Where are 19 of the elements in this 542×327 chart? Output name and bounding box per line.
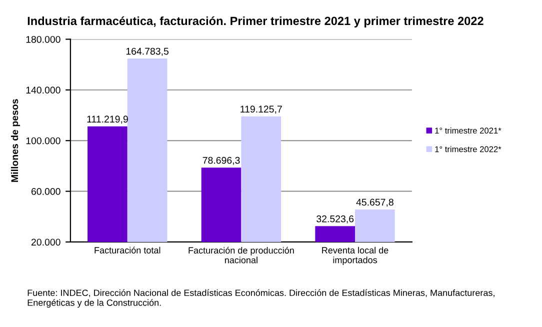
- x-tick-label: Facturación total: [94, 246, 160, 254]
- data-label: 164.783,5: [126, 48, 169, 56]
- data-label: 32.523,6: [316, 215, 354, 224]
- source-note: Fuente: INDEC, Dirección Nacional de Estadísticas Económicas. Dirección de Estadísticas Mineras, Manufactureras, Energéticas y de la Construcción.: [28, 289, 494, 308]
- x-tick-label: Reventa local de importados: [322, 246, 388, 265]
- data-label: 111.219,9: [87, 116, 128, 124]
- y-tick-label: 100.000: [26, 137, 60, 144]
- y-tick-label: 140.000: [26, 86, 60, 94]
- y-tick-label: 60.000: [32, 188, 60, 195]
- data-label: 78.696,3: [202, 156, 240, 165]
- legend-label: 1° trimestre 2021*: [435, 127, 502, 134]
- y-tick-label: 180.000: [26, 36, 60, 43]
- legend-label: 1° trimestre 2022*: [435, 146, 502, 152]
- chart-title: Industria farmacéutica, facturación. Primer trimestre 2021 y primer trimestre 2022: [28, 16, 484, 28]
- x-tick-label: Facturación de producción nacional: [188, 246, 294, 264]
- y-tick-label: 20.000: [31, 238, 60, 246]
- data-label: 45.657,8: [356, 198, 394, 207]
- y-axis-title: Millones de pesos: [10, 99, 20, 182]
- data-label: 119.125,7: [240, 106, 282, 114]
